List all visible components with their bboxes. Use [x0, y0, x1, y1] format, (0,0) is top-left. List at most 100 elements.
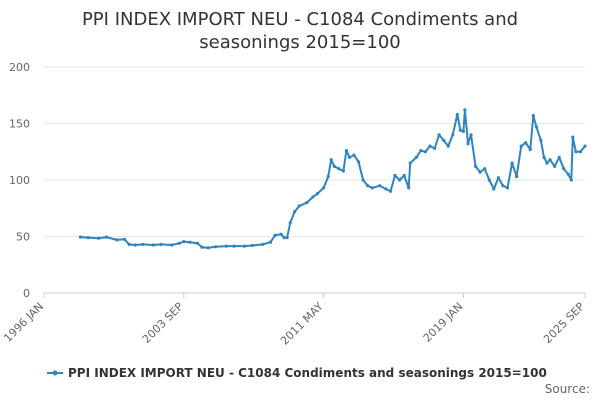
data-point[interactable]	[195, 241, 200, 245]
data-point[interactable]	[566, 172, 570, 176]
data-point[interactable]	[78, 235, 83, 239]
data-point[interactable]	[446, 144, 450, 148]
data-point[interactable]	[545, 161, 549, 165]
legend[interactable]: PPI INDEX IMPORT NEU - C1084 Condiments …	[47, 366, 547, 380]
data-point[interactable]	[408, 161, 412, 165]
data-point[interactable]	[115, 238, 119, 242]
data-point[interactable]	[557, 155, 561, 159]
data-point[interactable]	[474, 164, 478, 168]
data-point[interactable]	[206, 246, 210, 250]
data-point[interactable]	[344, 149, 348, 153]
data-point[interactable]	[407, 186, 411, 190]
data-point[interactable]	[273, 233, 277, 237]
data-point[interactable]	[458, 128, 462, 132]
data-point[interactable]	[451, 133, 455, 137]
data-point[interactable]	[384, 187, 388, 191]
data-point[interactable]	[487, 178, 491, 182]
data-point[interactable]	[414, 155, 418, 159]
data-point[interactable]	[315, 192, 320, 196]
data-point[interactable]	[232, 244, 236, 248]
data-point[interactable]	[322, 186, 326, 190]
data-point[interactable]	[285, 236, 289, 240]
data-point[interactable]	[496, 176, 500, 180]
data-point[interactable]	[542, 155, 546, 159]
data-point[interactable]	[483, 167, 487, 171]
data-point[interactable]	[337, 167, 341, 171]
data-point[interactable]	[361, 178, 365, 182]
data-point[interactable]	[86, 236, 90, 240]
data-point[interactable]	[501, 184, 505, 188]
data-point[interactable]	[170, 243, 174, 247]
data-point[interactable]	[505, 186, 510, 190]
data-point[interactable]	[122, 237, 127, 241]
data-point[interactable]	[539, 138, 543, 142]
data-point[interactable]	[548, 158, 552, 162]
data-point[interactable]	[341, 169, 345, 173]
data-point[interactable]	[455, 112, 459, 117]
data-point[interactable]	[571, 135, 575, 139]
data-point[interactable]	[569, 178, 573, 182]
data-point[interactable]	[250, 243, 254, 248]
data-point[interactable]	[562, 167, 566, 171]
data-point[interactable]	[133, 243, 137, 247]
data-point[interactable]	[141, 242, 145, 246]
data-point[interactable]	[352, 153, 356, 157]
data-point[interactable]	[402, 173, 406, 178]
data-point[interactable]	[388, 189, 393, 193]
data-point[interactable]	[463, 108, 467, 112]
data-point[interactable]	[531, 114, 535, 118]
data-point[interactable]	[461, 129, 465, 133]
data-point[interactable]	[261, 242, 265, 246]
data-point[interactable]	[188, 240, 192, 244]
data-point[interactable]	[347, 155, 352, 159]
data-point[interactable]	[437, 133, 441, 137]
data-point[interactable]	[370, 186, 374, 190]
data-point[interactable]	[177, 241, 181, 245]
data-point[interactable]	[528, 147, 532, 152]
data-point[interactable]	[332, 164, 336, 168]
data-point[interactable]	[393, 173, 397, 178]
data-point[interactable]	[214, 245, 218, 249]
data-point[interactable]	[433, 146, 437, 150]
data-point[interactable]	[534, 125, 539, 129]
data-point[interactable]	[492, 187, 496, 191]
data-point[interactable]	[151, 243, 155, 247]
data-point[interactable]	[378, 184, 382, 188]
data-point[interactable]	[329, 158, 333, 162]
data-point[interactable]	[97, 236, 101, 240]
data-point[interactable]	[366, 184, 370, 188]
data-point[interactable]	[423, 150, 427, 154]
data-point[interactable]	[515, 175, 519, 179]
data-point[interactable]	[469, 133, 473, 137]
data-point[interactable]	[553, 164, 557, 168]
data-point[interactable]	[357, 160, 361, 164]
data-point[interactable]	[398, 178, 402, 182]
data-point[interactable]	[574, 150, 578, 154]
data-point[interactable]	[293, 210, 297, 214]
data-point[interactable]	[578, 150, 583, 154]
data-point[interactable]	[288, 221, 292, 225]
data-point[interactable]	[200, 245, 204, 249]
data-point[interactable]	[510, 161, 514, 165]
data-point[interactable]	[268, 240, 272, 244]
data-point[interactable]	[311, 195, 315, 199]
data-point[interactable]	[442, 138, 446, 142]
data-point[interactable]	[159, 242, 163, 246]
data-point[interactable]	[478, 170, 482, 174]
data-point[interactable]	[224, 244, 228, 248]
data-point[interactable]	[104, 235, 108, 239]
data-point[interactable]	[419, 149, 423, 153]
data-point[interactable]	[519, 144, 523, 148]
data-point[interactable]	[524, 141, 528, 145]
data-point[interactable]	[282, 236, 286, 240]
data-point[interactable]	[326, 175, 330, 179]
data-point[interactable]	[127, 242, 131, 246]
data-point[interactable]	[279, 232, 283, 236]
data-point[interactable]	[297, 204, 301, 208]
data-point[interactable]	[305, 201, 309, 205]
data-point[interactable]	[466, 142, 470, 146]
data-point[interactable]	[428, 144, 432, 148]
data-point[interactable]	[243, 244, 247, 248]
data-point[interactable]	[583, 144, 587, 148]
data-point[interactable]	[182, 240, 186, 244]
